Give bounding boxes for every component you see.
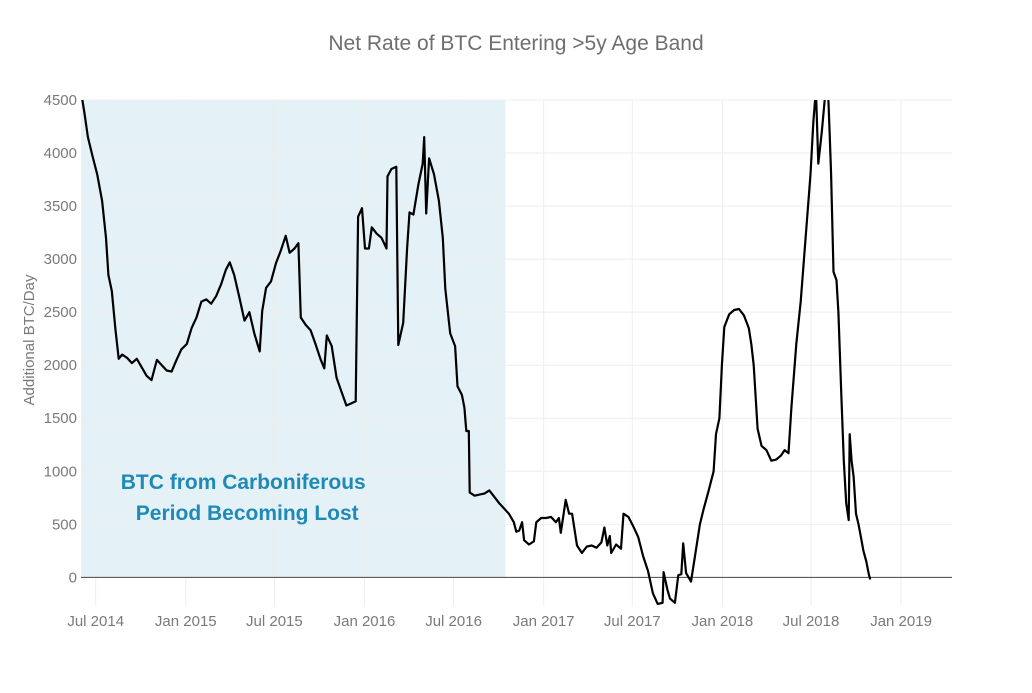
x-tick-label: Jan 2018	[692, 613, 754, 630]
x-tick-label: Jul 2014	[67, 613, 124, 630]
x-tick-label: Jan 2015	[155, 613, 217, 630]
x-tick-label: Jul 2016	[425, 613, 482, 630]
chart-title: Net Rate of BTC Entering >5y Age Band	[328, 32, 703, 55]
x-tick-label: Jul 2017	[604, 613, 661, 630]
data-series-line	[81, 100, 872, 605]
x-tick-label: Jul 2015	[246, 613, 303, 630]
y-tick-label: 0	[69, 569, 77, 586]
x-tick-label: Jan 2019	[870, 613, 932, 630]
y-tick-label: 2500	[44, 304, 77, 321]
highlight-label-line2: Period Becoming Lost	[136, 502, 359, 525]
x-tick-label: Jan 2017	[513, 613, 575, 630]
y-tick-label: 1000	[44, 463, 77, 480]
y-tick-label: 4500	[44, 92, 77, 109]
y-axis-label: Additional BTC/Day	[21, 274, 38, 405]
x-tick-label: Jul 2018	[783, 613, 840, 630]
y-tick-label: 2000	[44, 357, 77, 374]
x-tick-label: Jan 2016	[334, 613, 396, 630]
y-tick-label: 4000	[44, 145, 77, 162]
y-tick-label: 1500	[44, 410, 77, 427]
y-tick-label: 3500	[44, 198, 77, 215]
y-tick-label: 3000	[44, 251, 77, 268]
y-tick-label: 500	[52, 516, 77, 533]
highlight-label-line1: BTC from Carboniferous	[121, 471, 366, 494]
